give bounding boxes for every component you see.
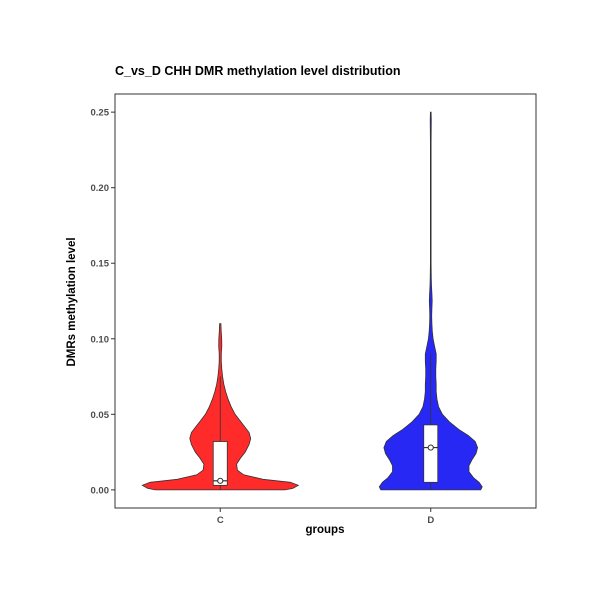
chart-title: C_vs_D CHH DMR methylation level distrib… <box>115 64 400 78</box>
violin-D <box>378 111 483 491</box>
box-C <box>212 441 228 486</box>
y-tick-label: 0.20 <box>91 183 110 194</box>
panel-border <box>114 93 537 509</box>
y-tick-label: 0.00 <box>91 485 110 496</box>
x-tick-label: D <box>427 515 434 526</box>
y-axis-label: DMRs methylation level <box>66 237 78 366</box>
y-tick-label: 0.25 <box>91 108 110 119</box>
y-tick-label: 0.15 <box>91 259 110 270</box>
x-tick-label: C <box>217 515 224 526</box>
plot-area: 0.00 0.05 0.10 0.15 0.20 0.25 C D <box>91 93 537 526</box>
y-tick-label: 0.05 <box>91 410 110 421</box>
median-point-C <box>217 477 224 484</box>
box-D <box>423 424 439 483</box>
median-point-D <box>427 444 434 451</box>
x-axis-label: groups <box>306 524 345 536</box>
y-tick-label: 0.10 <box>91 334 110 345</box>
